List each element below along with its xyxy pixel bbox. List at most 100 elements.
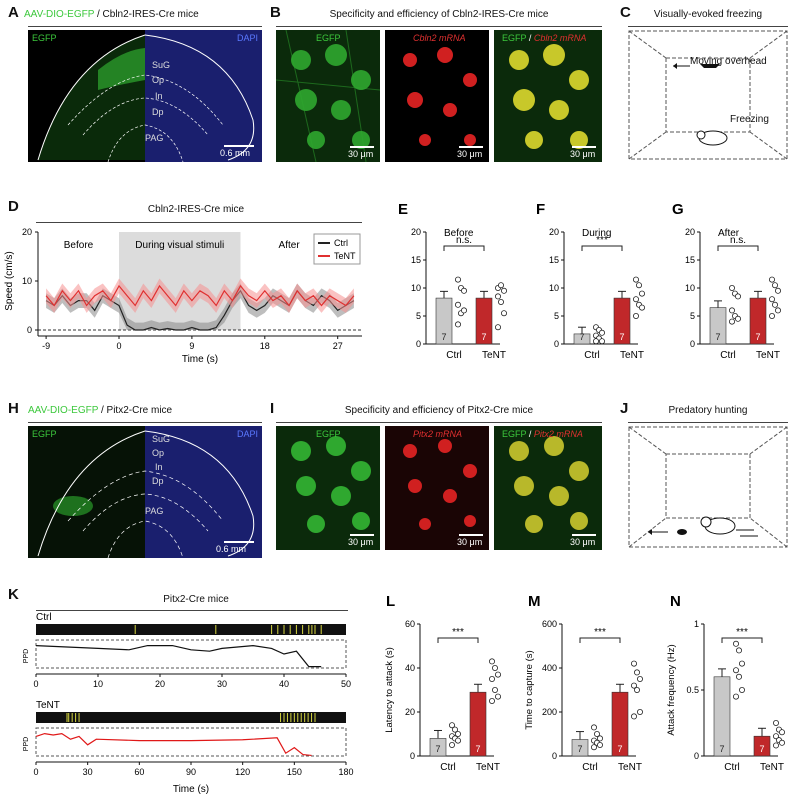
- data-point: [637, 676, 644, 683]
- y-axis-label: Attack frequency (Hz): [666, 644, 677, 735]
- sig-label: ***: [596, 235, 608, 246]
- sig-bracket: [581, 245, 623, 251]
- n-label: 7: [759, 744, 764, 754]
- data-point: [637, 709, 644, 716]
- x-tick-label: 0: [33, 767, 38, 777]
- trace-label: Ctrl: [36, 612, 52, 623]
- y-tick-label: 0: [552, 751, 557, 761]
- y-tick-label: 40: [405, 663, 415, 673]
- x-tick-label: 30: [217, 679, 227, 689]
- category-label: Ctrl: [720, 350, 736, 361]
- data-point: [495, 293, 502, 300]
- data-point: [739, 660, 746, 667]
- y-tick-label: 10: [411, 283, 421, 293]
- data-point: [489, 698, 496, 705]
- data-point: [775, 287, 782, 294]
- data-point: [779, 729, 786, 736]
- scale-label: 0.6 mm: [220, 148, 251, 158]
- bar-tent: [613, 297, 631, 345]
- sig-label: ***: [452, 627, 464, 638]
- data-point: [449, 741, 456, 748]
- n-label: 7: [715, 332, 720, 342]
- panel-c-label-moving: Moving overhead: [690, 56, 767, 67]
- data-point: [733, 640, 740, 647]
- ppd-label: PPD: [23, 737, 30, 751]
- y-tick-label: 5: [690, 311, 695, 321]
- y-tick-label: 15: [411, 255, 421, 265]
- x-tick-label: 150: [287, 767, 302, 777]
- panel-j-diagram: [628, 426, 788, 548]
- phase-label: After: [718, 228, 740, 239]
- data-point: [779, 739, 786, 746]
- category-label: TeNT: [482, 350, 506, 361]
- n-label: 7: [475, 744, 480, 754]
- x-tick-label: 0: [33, 679, 38, 689]
- panel-label-d: D: [8, 198, 19, 215]
- y-tick-label: 0.5: [686, 685, 699, 695]
- panel-c-title: Visually-evoked freezing: [653, 9, 763, 20]
- panel-label-h: H: [8, 400, 19, 417]
- panel-label-i: I: [270, 400, 275, 417]
- data-point: [634, 669, 641, 676]
- legend-label: Ctrl: [334, 238, 348, 248]
- scale-label: 30 μm: [348, 537, 374, 547]
- data-point: [492, 687, 499, 694]
- scale-label: 0.6 mm: [216, 544, 247, 554]
- panel-b-merge-image: EGFP / Cbln2 mRNA 30 μm: [494, 30, 602, 162]
- region-label: SuG: [152, 60, 171, 70]
- sig-bracket: [717, 245, 759, 251]
- data-point: [597, 741, 604, 748]
- data-point: [773, 719, 780, 726]
- panel-i-merge-label: EGFP / Pitx2 mRNA: [502, 429, 583, 439]
- y-tick-label: 600: [542, 619, 557, 629]
- x-tick-label: 20: [155, 679, 165, 689]
- x-tick-label: 10: [93, 679, 103, 689]
- y-tick-label: 0: [694, 751, 699, 761]
- y-tick-label: 0: [554, 339, 559, 349]
- x-tick-label: 40: [279, 679, 289, 689]
- data-point: [599, 329, 606, 336]
- ppd-frame: [35, 727, 347, 757]
- data-point: [461, 287, 468, 294]
- data-point: [773, 742, 780, 749]
- data-point: [736, 673, 743, 680]
- event-raster: [36, 624, 346, 635]
- panel-label-j: J: [620, 400, 629, 417]
- data-point: [591, 744, 598, 751]
- n-label: 7: [481, 332, 486, 342]
- y-tick-label: 10: [685, 283, 695, 293]
- legend-label: TeNT: [334, 251, 356, 261]
- phase-label-before: Before: [64, 240, 94, 251]
- data-point: [489, 658, 496, 665]
- data-point: [455, 276, 462, 283]
- sig-bracket: [437, 637, 479, 643]
- panel-b-mrna-image: Cbln2 mRNA 30 μm: [385, 30, 489, 162]
- sig-label: ***: [736, 627, 748, 638]
- ppd-trace: [35, 732, 312, 757]
- series-band-tent: [46, 278, 354, 313]
- x-tick-label: 9: [189, 341, 194, 351]
- region-label: PAG: [145, 506, 164, 516]
- n-label: 7: [755, 332, 760, 342]
- region-label: In: [155, 462, 163, 472]
- data-point: [461, 307, 468, 314]
- series-line-tent: [45, 284, 355, 307]
- data-point: [489, 676, 496, 683]
- data-point: [455, 737, 462, 744]
- scale-bar: [224, 145, 254, 147]
- x-tick-label: -9: [42, 341, 50, 351]
- x-tick-label: 50: [341, 679, 351, 689]
- y-tick-label: 5: [554, 311, 559, 321]
- data-point: [634, 687, 641, 694]
- phase-label-after: After: [279, 240, 301, 251]
- ppd-frame: [35, 639, 347, 669]
- data-point: [639, 304, 646, 311]
- panel-h-egfp-label: EGFP: [32, 429, 57, 439]
- data-point: [735, 293, 742, 300]
- event-raster: [36, 712, 346, 723]
- data-point: [729, 318, 736, 325]
